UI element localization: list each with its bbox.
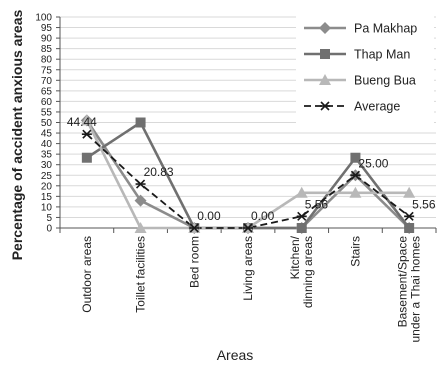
asterisk-stroke bbox=[404, 211, 414, 221]
x-tick-label: Stairs bbox=[348, 236, 362, 267]
y-tick-label: 20 bbox=[41, 181, 53, 192]
data-point-square bbox=[296, 223, 307, 233]
data-label: 20.83 bbox=[144, 165, 174, 179]
legend-label: Pa Makhap bbox=[354, 22, 417, 36]
data-point-triangle bbox=[134, 222, 147, 233]
x-tick-label: Basement/Space bbox=[396, 236, 410, 328]
asterisk-stroke bbox=[297, 211, 307, 221]
data-point-triangle bbox=[295, 186, 308, 198]
y-tick-label: 85 bbox=[41, 44, 53, 55]
x-tick-label: Living areas bbox=[241, 236, 255, 301]
data-label: 25.00 bbox=[358, 156, 388, 170]
data-point-triangle bbox=[349, 186, 362, 198]
x-tick-label: Kitchen/ bbox=[288, 235, 302, 279]
legend-label: Average bbox=[354, 100, 400, 114]
data-point-asterisk bbox=[320, 101, 330, 111]
y-tick-label: 35 bbox=[41, 150, 53, 161]
data-label: 0.00 bbox=[251, 209, 275, 223]
data-label: 5.56 bbox=[305, 197, 329, 211]
x-tick-label: Outdoor areas bbox=[80, 236, 94, 313]
data-point-asterisk bbox=[350, 170, 361, 180]
asterisk-stroke bbox=[189, 223, 199, 233]
asterisk-stroke bbox=[82, 129, 92, 139]
y-tick-label: 75 bbox=[41, 65, 53, 76]
data-point-diamond bbox=[134, 194, 147, 207]
data-point-square bbox=[404, 223, 415, 233]
y-tick-label: 40 bbox=[41, 139, 53, 150]
y-tick-label: 65 bbox=[41, 86, 53, 97]
asterisk-stroke bbox=[243, 223, 253, 233]
y-tick-label: 55 bbox=[41, 107, 53, 118]
data-point-asterisk bbox=[189, 223, 200, 233]
x-tick-label: Bed room bbox=[187, 236, 201, 288]
y-tick-label: 60 bbox=[41, 97, 53, 108]
y-tick-label: 100 bbox=[35, 13, 52, 24]
data-point-asterisk bbox=[296, 211, 307, 221]
legend-label: Bueng Bua bbox=[354, 74, 416, 88]
axes: 0510152025303540455055606570758085909510… bbox=[35, 13, 437, 343]
x-tick-label: dinning areas bbox=[301, 236, 315, 308]
data-point-square bbox=[350, 152, 361, 163]
y-tick-label: 95 bbox=[41, 23, 53, 34]
data-label: 0.00 bbox=[197, 209, 221, 223]
asterisk-stroke bbox=[136, 179, 146, 189]
data-point-asterisk bbox=[243, 223, 253, 233]
data-label: 5.56 bbox=[412, 197, 436, 211]
data-point-square bbox=[135, 117, 146, 128]
data-point-triangle bbox=[403, 186, 416, 198]
y-tick-label: 45 bbox=[41, 129, 53, 140]
data-point-diamond bbox=[319, 22, 331, 34]
y-tick-label: 50 bbox=[41, 118, 53, 129]
data-point-asterisk bbox=[404, 211, 415, 221]
legend-label: Thap Man bbox=[354, 48, 410, 62]
data-point-asterisk bbox=[135, 179, 146, 189]
data-point-asterisk bbox=[81, 129, 92, 139]
y-tick-label: 10 bbox=[41, 202, 53, 213]
y-tick-label: 80 bbox=[41, 55, 53, 66]
y-tick-label: 0 bbox=[46, 224, 52, 235]
data-labels: 44.44 20.83 0.00 0.00 5.56 25.00 5.56 bbox=[67, 115, 436, 223]
asterisk-stroke bbox=[350, 170, 360, 180]
data-point-square bbox=[81, 152, 92, 163]
y-tick-label: 90 bbox=[41, 34, 53, 45]
y-tick-label: 5 bbox=[46, 213, 52, 224]
data-point-triangle bbox=[80, 114, 93, 126]
legend: Pa Makhap Thap Man Bueng Bua Average bbox=[296, 14, 434, 124]
data-label: 44.44 bbox=[67, 115, 97, 129]
y-tick-label: 70 bbox=[41, 76, 53, 87]
x-axis-title: Areas bbox=[217, 347, 254, 363]
x-tick-label: under a Thai homes bbox=[409, 236, 423, 343]
data-point-triangle bbox=[319, 74, 331, 85]
data-point-square bbox=[320, 49, 330, 59]
asterisk-stroke bbox=[320, 101, 330, 111]
y-tick-label: 30 bbox=[41, 160, 53, 171]
y-axis-title: Percentage of accident anxious areas bbox=[9, 10, 25, 261]
y-tick-label: 15 bbox=[41, 192, 53, 203]
series-lines bbox=[80, 114, 416, 234]
x-tick-label: Toillet facilities bbox=[134, 236, 148, 313]
y-tick-label: 25 bbox=[41, 171, 53, 182]
